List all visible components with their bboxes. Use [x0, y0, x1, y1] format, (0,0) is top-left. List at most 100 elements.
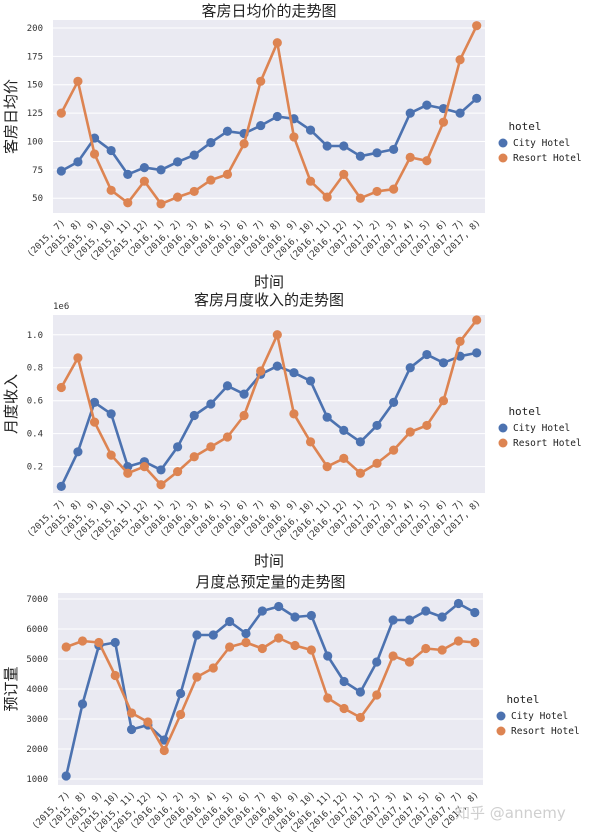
data-point [372, 186, 382, 197]
data-point [421, 643, 431, 654]
data-point [222, 432, 233, 442]
data-point [306, 645, 316, 655]
data-point [175, 709, 186, 720]
data-point [77, 636, 88, 646]
y-tick-label: 5000 [26, 655, 48, 665]
data-point [222, 381, 233, 391]
data-point [290, 612, 300, 622]
data-point [110, 670, 120, 681]
legend-label: Resort Hotel [511, 726, 580, 737]
legend-label: City Hotel [513, 423, 570, 434]
data-point [206, 138, 216, 148]
data-point [472, 348, 482, 358]
data-point [472, 93, 482, 103]
data-point [372, 690, 382, 700]
data-point [73, 447, 83, 457]
data-point [339, 169, 349, 179]
legend-label: City Hotel [513, 138, 570, 149]
data-point [173, 157, 183, 167]
data-point [305, 437, 316, 447]
data-point [139, 162, 149, 173]
data-point [77, 699, 88, 709]
data-point [470, 637, 480, 648]
data-point [421, 606, 431, 616]
data-point [322, 192, 332, 202]
legend-marker [498, 153, 508, 163]
data-point [241, 637, 251, 648]
data-point [470, 607, 480, 618]
plot-area [53, 20, 485, 213]
data-point [189, 410, 199, 421]
data-point [73, 157, 83, 167]
data-point [89, 397, 100, 407]
legend-marker [496, 726, 506, 736]
data-point [274, 633, 284, 643]
data-point [405, 152, 415, 162]
data-point [123, 198, 133, 208]
data-point [56, 108, 66, 118]
data-point [405, 108, 415, 118]
chart-title: 客房日均价的走势图 [201, 2, 336, 20]
data-point [139, 176, 149, 186]
data-point [106, 145, 116, 156]
data-point [126, 708, 137, 718]
data-point [290, 640, 300, 651]
data-point [241, 628, 251, 639]
y-tick-label: 2000 [26, 745, 48, 755]
data-point [208, 663, 218, 673]
data-point [437, 612, 447, 622]
data-point [106, 185, 116, 195]
data-point [322, 412, 332, 422]
data-point [156, 465, 166, 475]
y-tick-label: 50 [32, 194, 43, 204]
data-point [372, 657, 382, 667]
data-point [61, 642, 71, 652]
data-point [472, 315, 482, 325]
data-point [372, 148, 382, 158]
chart-title: 客房月度收入的走势图 [194, 291, 344, 309]
data-point [89, 149, 100, 159]
data-point [388, 651, 398, 661]
legend-label: City Hotel [511, 711, 568, 722]
data-point [257, 643, 267, 654]
data-point [323, 651, 333, 661]
data-point [472, 21, 482, 31]
data-point [355, 468, 365, 478]
data-point [192, 630, 202, 640]
data-point [257, 606, 267, 616]
data-point [256, 76, 266, 86]
legend-title: hotel [508, 405, 541, 418]
data-point [272, 111, 282, 122]
data-point [289, 368, 299, 378]
data-point [126, 724, 137, 735]
data-point [422, 156, 432, 166]
data-point [322, 141, 332, 151]
data-point [222, 169, 233, 179]
y-tick-label: 0.2 [27, 463, 43, 473]
legend-marker [498, 423, 508, 433]
y-tick-label: 75 [32, 166, 43, 176]
data-point [106, 450, 116, 460]
y-axis-label: 预订量 [2, 666, 20, 711]
data-point [305, 376, 316, 386]
data-point [289, 409, 299, 419]
legend-title: hotel [506, 693, 539, 706]
data-point [239, 139, 249, 149]
data-point [192, 672, 202, 682]
y-tick-label: 3000 [26, 715, 48, 725]
data-point [453, 636, 464, 646]
data-point [355, 687, 366, 697]
data-point [372, 458, 382, 468]
data-point [372, 420, 382, 431]
axis-multiplier: 1e6 [53, 302, 69, 312]
legend-marker [496, 711, 506, 721]
data-point [156, 199, 166, 209]
data-point [388, 615, 398, 625]
data-point [225, 616, 235, 627]
legend-label: Resort Hotel [513, 153, 582, 164]
y-axis-label: 月度收入 [2, 374, 20, 434]
y-tick-label: 4000 [26, 685, 48, 695]
y-tick-label: 0.4 [27, 430, 43, 440]
data-point [189, 186, 199, 197]
data-point [322, 462, 332, 472]
